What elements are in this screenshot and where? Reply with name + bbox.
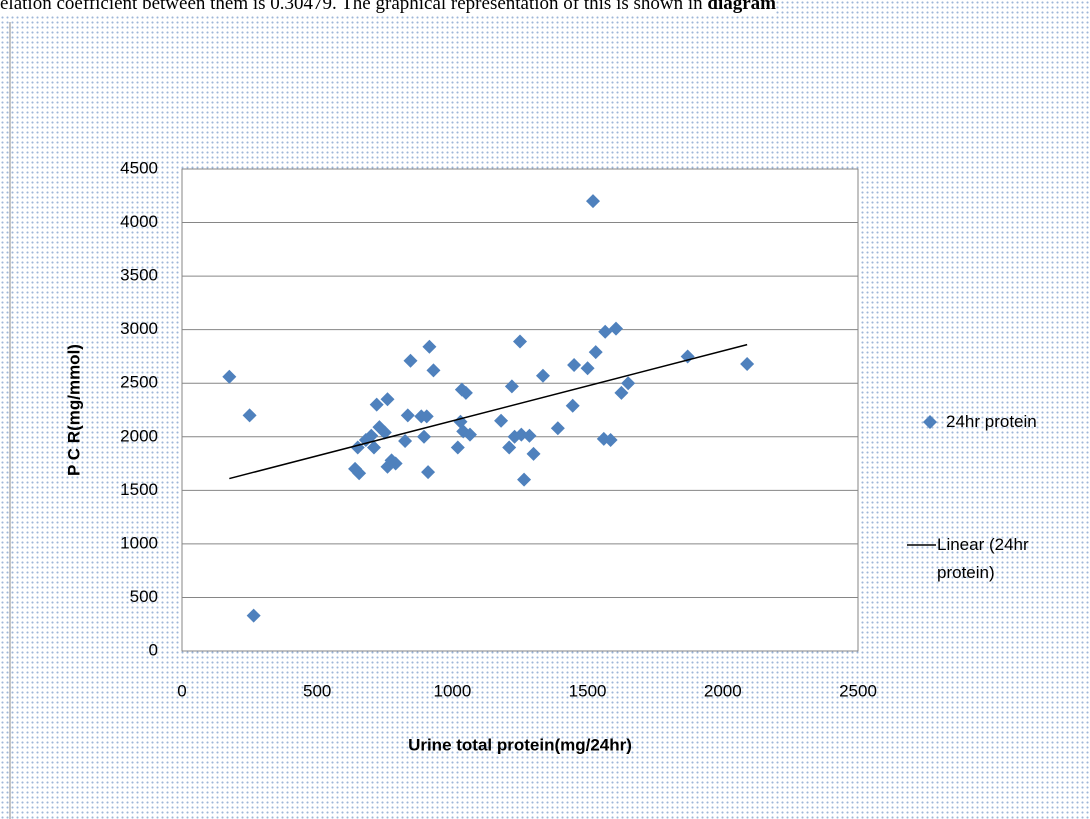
point: [514, 427, 529, 442]
point: [398, 434, 413, 449]
plot-area: [181, 168, 859, 652]
point: [522, 428, 537, 443]
point: [222, 369, 237, 384]
point: [565, 398, 580, 413]
point: [513, 334, 527, 349]
point: [421, 465, 436, 480]
point: [494, 413, 509, 428]
document-text: elation coefficient between them is 0.30…: [0, 0, 776, 15]
point: [388, 456, 403, 471]
point: [462, 427, 477, 442]
legend-label: 24hr protein: [946, 412, 1037, 431]
point: [608, 321, 623, 336]
x-axis-title: Urine total protein(mg/24hr): [408, 735, 632, 754]
text: elation coefficient between them is 0.30…: [0, 0, 703, 14]
point: [419, 409, 434, 424]
point: [364, 428, 379, 443]
y-tick-label: 3500: [120, 266, 158, 285]
point: [242, 408, 257, 423]
point: [246, 608, 261, 623]
trendline: [229, 343, 748, 480]
point: [502, 440, 517, 455]
y-tick-label: 0: [149, 640, 158, 659]
point: [580, 361, 595, 376]
x-tick-label: 0: [177, 681, 186, 700]
point: [588, 345, 603, 360]
point: [352, 466, 367, 481]
point: [458, 385, 473, 400]
point: [422, 339, 437, 354]
y-tick-label: 3000: [120, 319, 158, 338]
point: [366, 440, 381, 455]
point: [614, 385, 629, 400]
point: [504, 379, 519, 394]
point: [535, 368, 550, 383]
legend-label: Linear (24hr protein): [937, 535, 1029, 582]
point: [369, 397, 384, 412]
y-axis-title: P C R(mg/mmol): [64, 344, 83, 476]
point: [740, 356, 755, 371]
point: [517, 472, 532, 487]
point: [380, 392, 395, 407]
y-tick-label: 2500: [120, 373, 158, 392]
point: [621, 376, 636, 391]
point: [426, 363, 441, 378]
x-tick-label: 2500: [839, 681, 877, 700]
x-tick-label: 500: [303, 681, 331, 700]
point: [450, 440, 465, 455]
point: [377, 425, 392, 440]
legend-marker: [923, 415, 937, 429]
point: [567, 358, 582, 373]
y-tick-label: 1500: [120, 480, 158, 499]
y-tick-label: 2000: [120, 426, 158, 445]
point: [403, 353, 418, 368]
point: [550, 421, 565, 436]
bold-text: diagram: [707, 0, 776, 14]
y-tick-label: 500: [130, 587, 158, 606]
x-tick-label: 1000: [433, 681, 471, 700]
y-tick-label: 4000: [120, 212, 158, 231]
point: [526, 446, 541, 461]
point: [603, 432, 618, 447]
x-tick-label: 2000: [704, 681, 742, 700]
y-tick-label: 4500: [120, 158, 158, 177]
point: [598, 324, 613, 339]
x-tick-label: 1500: [569, 681, 607, 700]
point: [680, 349, 695, 364]
y-tick-label: 1000: [120, 533, 158, 552]
point: [586, 194, 601, 209]
point: [417, 429, 432, 444]
point: [400, 408, 415, 423]
